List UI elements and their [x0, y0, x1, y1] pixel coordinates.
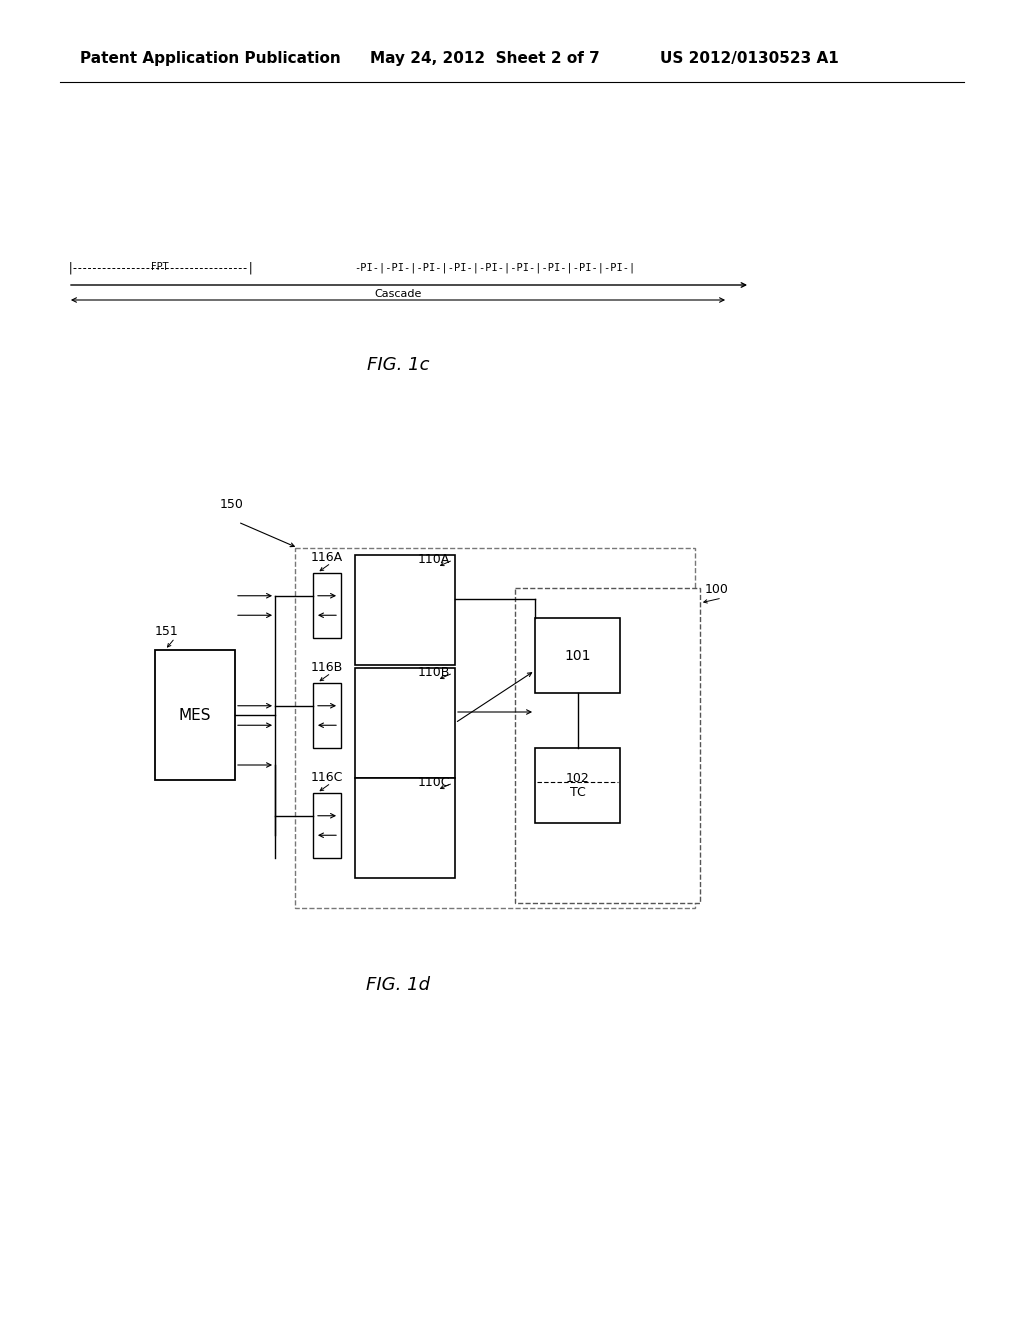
- Bar: [535, 748, 620, 822]
- Text: MES: MES: [179, 708, 211, 722]
- Text: May 24, 2012  Sheet 2 of 7: May 24, 2012 Sheet 2 of 7: [370, 50, 600, 66]
- Text: 101: 101: [564, 648, 591, 663]
- Bar: [313, 573, 341, 638]
- Text: -PI-|-PI-|-PI-|-PI-|-PI-|-PI-|-PI-|-PI-|-PI-|: -PI-|-PI-|-PI-|-PI-|-PI-|-PI-|-PI-|-PI-|…: [354, 263, 636, 273]
- Bar: [355, 777, 455, 878]
- Text: 151: 151: [155, 624, 179, 638]
- Text: |: |: [67, 261, 74, 275]
- Text: |: |: [246, 261, 254, 275]
- Text: 100: 100: [705, 583, 729, 597]
- Text: Patent Application Publication: Patent Application Publication: [80, 50, 341, 66]
- Text: FPT: FPT: [152, 261, 169, 272]
- Text: US 2012/0130523 A1: US 2012/0130523 A1: [660, 50, 839, 66]
- Text: 116B: 116B: [311, 661, 343, 675]
- Text: 116A: 116A: [311, 550, 343, 564]
- Bar: [355, 554, 455, 665]
- Text: Cascade: Cascade: [375, 289, 422, 300]
- Bar: [515, 587, 700, 903]
- Bar: [313, 793, 341, 858]
- Bar: [295, 548, 695, 908]
- Bar: [155, 649, 234, 780]
- Text: 116C: 116C: [311, 771, 343, 784]
- Bar: [535, 618, 620, 693]
- Text: FIG. 1c: FIG. 1c: [367, 356, 429, 374]
- Text: 110C: 110C: [418, 776, 450, 789]
- Text: 150: 150: [220, 498, 244, 511]
- Text: 110A: 110A: [418, 553, 450, 566]
- Text: 110B: 110B: [418, 667, 450, 678]
- Text: 102
TC: 102 TC: [565, 771, 590, 800]
- Text: FIG. 1d: FIG. 1d: [366, 975, 430, 994]
- Bar: [355, 668, 455, 777]
- Bar: [313, 682, 341, 748]
